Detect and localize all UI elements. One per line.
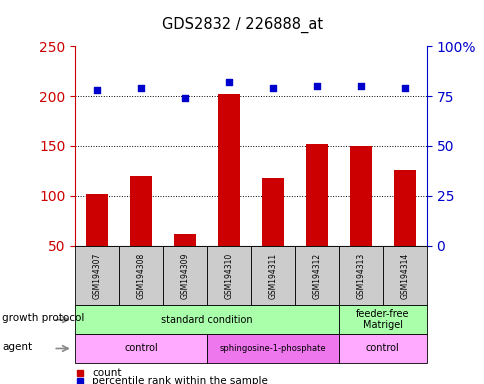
Text: GSM194309: GSM194309 <box>180 252 189 299</box>
Bar <box>130 176 152 246</box>
Bar <box>338 246 382 305</box>
Bar <box>393 170 415 246</box>
Text: GSM194313: GSM194313 <box>356 252 364 299</box>
Point <box>93 87 101 93</box>
Point <box>400 85 408 91</box>
Text: percentile rank within the sample: percentile rank within the sample <box>92 376 268 384</box>
Bar <box>294 246 338 305</box>
Text: agent: agent <box>2 341 32 352</box>
Text: growth protocol: growth protocol <box>2 313 85 323</box>
Bar <box>338 334 426 363</box>
Text: GSM194307: GSM194307 <box>92 252 102 299</box>
Point <box>356 83 364 89</box>
Point <box>269 85 276 91</box>
Point <box>312 83 320 89</box>
Bar <box>75 334 207 363</box>
Bar <box>119 246 163 305</box>
Text: GSM194314: GSM194314 <box>399 252 408 299</box>
Text: control: control <box>124 343 158 354</box>
Text: standard condition: standard condition <box>161 314 252 325</box>
Text: GSM194308: GSM194308 <box>136 252 145 299</box>
Bar <box>86 194 108 246</box>
Bar <box>382 246 426 305</box>
Text: GSM194312: GSM194312 <box>312 252 321 299</box>
Bar <box>75 305 338 334</box>
Text: control: control <box>365 343 399 354</box>
Bar <box>207 334 338 363</box>
Text: GSM194310: GSM194310 <box>224 252 233 299</box>
Point <box>225 79 232 85</box>
Bar <box>349 146 371 246</box>
Bar <box>75 246 119 305</box>
Text: sphingosine-1-phosphate: sphingosine-1-phosphate <box>219 344 326 353</box>
Bar <box>261 178 283 246</box>
Bar <box>163 246 207 305</box>
Text: GSM194311: GSM194311 <box>268 252 277 299</box>
Text: count: count <box>92 368 121 378</box>
Bar <box>305 144 327 246</box>
Bar <box>251 246 294 305</box>
Text: feeder-free
Matrigel: feeder-free Matrigel <box>355 309 409 331</box>
Point <box>181 95 189 101</box>
Bar <box>218 94 240 246</box>
Text: GDS2832 / 226888_at: GDS2832 / 226888_at <box>162 17 322 33</box>
Bar <box>338 305 426 334</box>
Bar <box>174 234 196 246</box>
Bar <box>207 246 251 305</box>
Point <box>137 85 145 91</box>
